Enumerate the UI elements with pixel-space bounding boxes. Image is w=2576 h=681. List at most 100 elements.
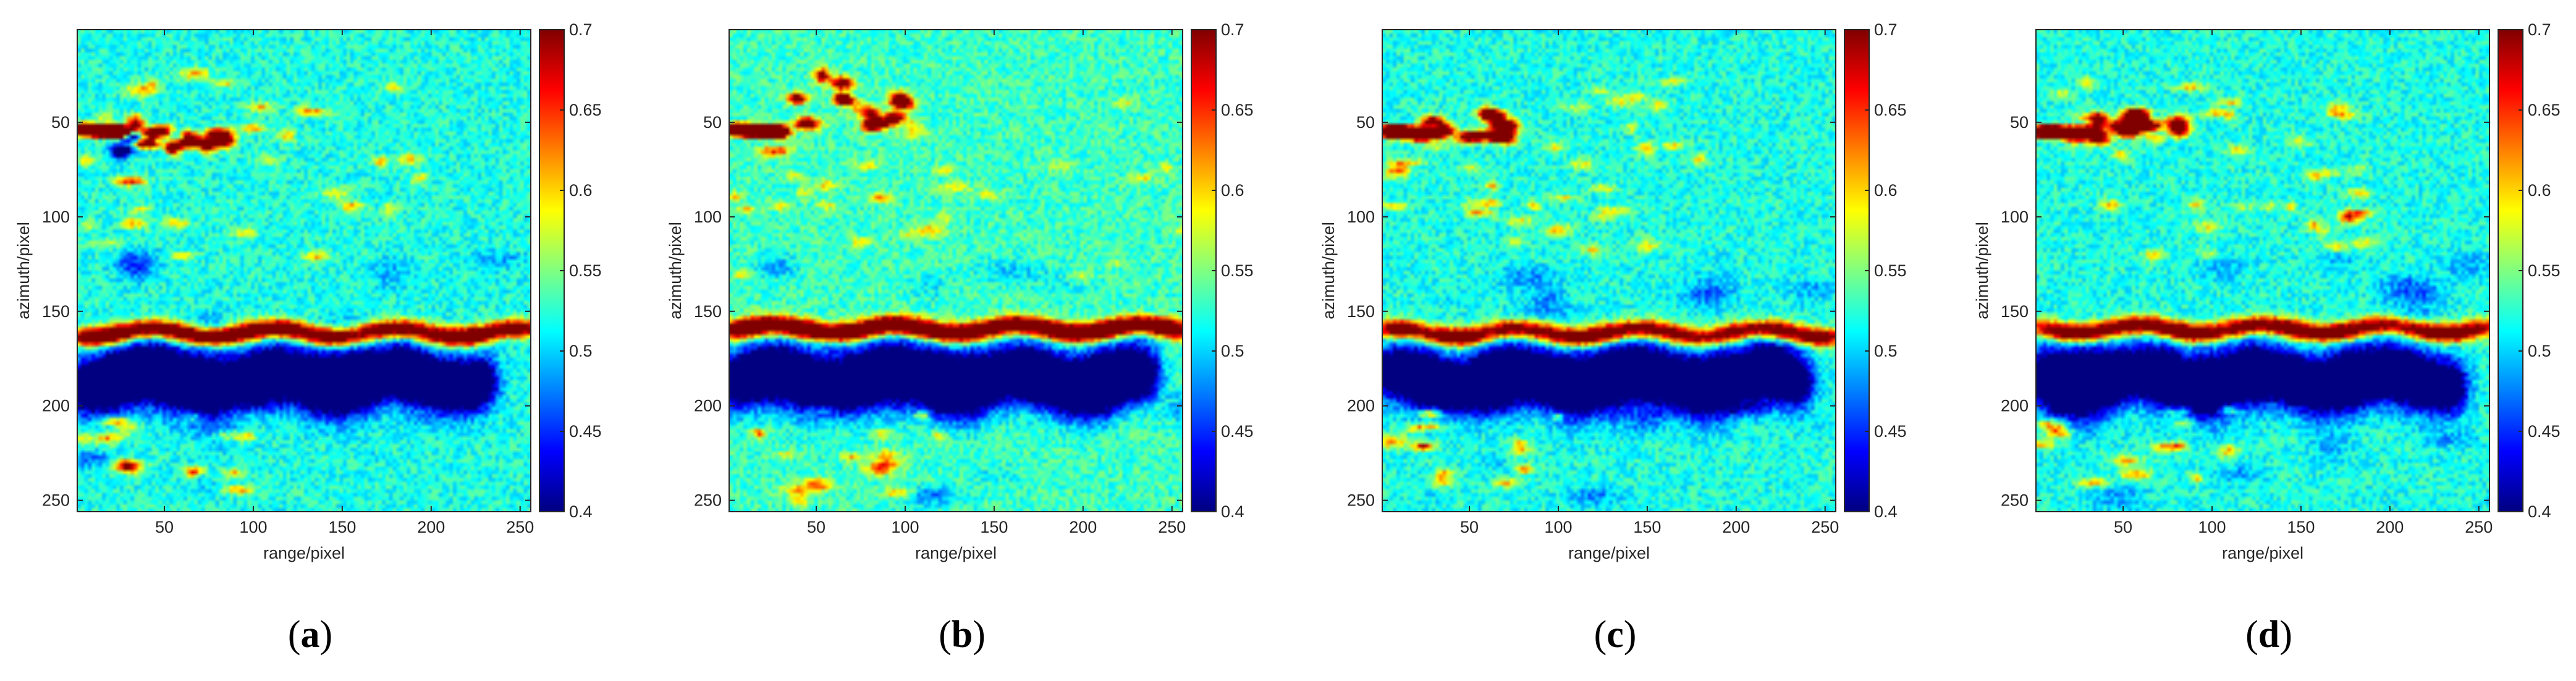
y-axis-label: azimuth/pixel <box>1319 222 1338 319</box>
colorbar-tick-label: 0.4 <box>2528 502 2551 521</box>
y-tick-label: 100 <box>42 208 70 226</box>
x-tick-label: 50 <box>807 518 826 536</box>
y-tick-label: 100 <box>1347 208 1375 226</box>
x-tick-label: 150 <box>980 518 1008 536</box>
colorbar-tick-label: 0.55 <box>569 261 602 280</box>
x-tick-label: 100 <box>239 518 267 536</box>
axes-box <box>2035 29 2490 512</box>
y-tick-label: 50 <box>51 113 70 132</box>
axes-box <box>77 29 531 512</box>
y-tick-label: 150 <box>2001 302 2029 321</box>
colorbar-tick-label: 0.7 <box>1874 20 1898 39</box>
caption-close-paren: ) <box>1624 614 1637 656</box>
panel-caption-d: (d) <box>2245 614 2292 656</box>
x-axis-label: range/pixel <box>915 544 997 562</box>
colorbar-tick-label: 0.45 <box>2528 422 2561 441</box>
x-tick-label: 250 <box>506 518 534 536</box>
x-tick-label: 100 <box>2198 518 2226 536</box>
x-tick-label: 250 <box>1811 518 1839 536</box>
caption-close-paren: ) <box>973 614 986 656</box>
colorbar-tick-label: 0.6 <box>1874 181 1898 200</box>
colorbar-tick-label: 0.55 <box>1874 261 1907 280</box>
x-tick-label: 50 <box>155 518 174 536</box>
colorbar-tick-label: 0.45 <box>1221 422 1254 441</box>
panel-caption-b: (b) <box>939 614 986 656</box>
y-tick-label: 50 <box>2010 113 2029 132</box>
colorbar-tick-label: 0.6 <box>2528 181 2551 200</box>
caption-letter: c <box>1607 614 1624 656</box>
x-axis-label: range/pixel <box>2222 544 2304 562</box>
x-tick-label: 200 <box>1069 518 1097 536</box>
y-tick-label: 200 <box>1347 397 1375 415</box>
colorbar-tick-label: 0.6 <box>1221 181 1244 200</box>
colorbar-tick-label: 0.4 <box>1221 502 1244 521</box>
x-tick-label: 150 <box>1633 518 1661 536</box>
panel-c: 50 100 150 200 250 50 100 150 200 250 range/pixel a… <box>1319 20 1907 656</box>
y-tick-label: 250 <box>2001 491 2029 510</box>
colorbar-tick-label: 0.4 <box>1874 502 1898 521</box>
x-axis-label: range/pixel <box>263 544 345 562</box>
heatmap-image-b <box>729 30 1183 512</box>
colorbar-tick-label: 0.6 <box>569 181 593 200</box>
panel-a: 50 100 150 200 250 50 100 150 200 250 range/pixel a… <box>14 20 602 656</box>
caption-letter: b <box>952 614 973 656</box>
colorbar-tick-label: 0.65 <box>1874 101 1907 119</box>
x-tick-label: 100 <box>891 518 919 536</box>
y-tick-label: 200 <box>694 397 722 415</box>
y-axis-label: azimuth/pixel <box>14 222 33 319</box>
y-tick-label: 150 <box>1347 302 1375 321</box>
x-tick-label: 50 <box>2114 518 2132 536</box>
heatmap-image-a <box>77 30 531 512</box>
panel-caption-a: (a) <box>288 614 332 656</box>
y-tick-label: 50 <box>703 113 722 132</box>
colorbar-tick-label: 0.7 <box>2528 20 2551 39</box>
colorbar-tick-label: 0.5 <box>1874 342 1898 360</box>
x-tick-label: 200 <box>2376 518 2404 536</box>
x-tick-label: 150 <box>328 518 356 536</box>
y-tick-label: 150 <box>42 302 70 321</box>
heatmap-image-d <box>2036 30 2489 512</box>
y-tick-label: 50 <box>1356 113 1375 132</box>
caption-close-paren: ) <box>2279 614 2292 656</box>
y-tick-label: 250 <box>694 491 722 510</box>
colorbar-tick-label: 0.45 <box>569 422 602 441</box>
caption-close-paren: ) <box>320 614 333 656</box>
colorbar-tick-label: 0.4 <box>569 502 593 521</box>
colorbar-tick-label: 0.7 <box>1221 20 1244 39</box>
colorbar-tick-label: 0.55 <box>1221 261 1254 280</box>
y-axis-label: azimuth/pixel <box>666 222 685 319</box>
axes-box <box>728 29 1183 512</box>
y-tick-label: 200 <box>2001 397 2029 415</box>
y-tick-label: 100 <box>2001 208 2029 226</box>
panel-b: 50 100 150 200 250 50 100 150 200 250 range/pixel a… <box>666 20 1254 656</box>
colorbar-tick-label: 0.5 <box>569 342 593 360</box>
x-tick-label: 250 <box>2465 518 2493 536</box>
panel-d: 50 100 150 200 250 50 100 150 200 250 range/pixel a… <box>1973 20 2561 656</box>
colorbar-tick-label: 0.65 <box>569 101 602 119</box>
x-tick-label: 200 <box>417 518 445 536</box>
caption-open-paren: ( <box>939 614 952 656</box>
y-tick-label: 150 <box>694 302 722 321</box>
y-axis-label: azimuth/pixel <box>1973 222 1991 319</box>
x-tick-label: 150 <box>2287 518 2315 536</box>
axes-box <box>1382 29 1836 512</box>
caption-open-paren: ( <box>288 614 301 656</box>
colorbar-tick-label: 0.5 <box>2528 342 2551 360</box>
colorbar-tick-label: 0.7 <box>569 20 593 39</box>
x-axis-label: range/pixel <box>1568 544 1650 562</box>
y-tick-label: 200 <box>42 397 70 415</box>
x-tick-label: 100 <box>1544 518 1572 536</box>
caption-open-paren: ( <box>1594 614 1607 656</box>
panel-caption-c: (c) <box>1594 614 1637 656</box>
colorbar-tick-label: 0.45 <box>1874 422 1907 441</box>
y-tick-label: 100 <box>694 208 722 226</box>
colorbar-tick-label: 0.5 <box>1221 342 1244 360</box>
caption-letter: a <box>301 614 320 656</box>
caption-open-paren: ( <box>2245 614 2258 656</box>
x-tick-label: 250 <box>1158 518 1186 536</box>
y-tick-label: 250 <box>42 491 70 510</box>
colorbar-tick-label: 0.65 <box>2528 101 2561 119</box>
x-tick-label: 50 <box>1460 518 1479 536</box>
x-tick-label: 200 <box>1722 518 1750 536</box>
